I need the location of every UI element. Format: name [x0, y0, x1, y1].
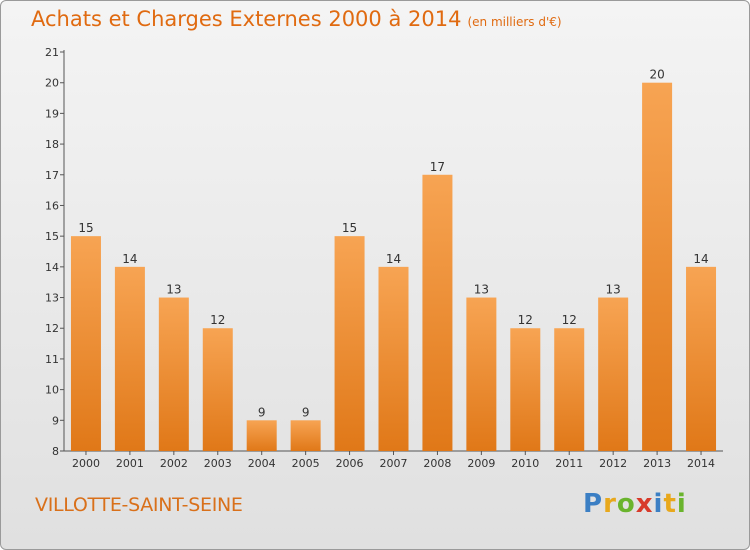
logo-letter: t [663, 489, 677, 519]
bar-value-label: 17 [430, 160, 445, 174]
bar[interactable] [246, 420, 277, 451]
bar[interactable] [70, 236, 101, 451]
bar-value-label: 9 [258, 405, 266, 419]
bar[interactable] [202, 328, 233, 451]
y-tick-label: 13 [45, 292, 59, 305]
bar-value-label: 14 [386, 252, 401, 266]
y-tick-label: 20 [45, 77, 59, 90]
bar[interactable] [642, 82, 673, 451]
bar[interactable] [114, 266, 145, 451]
bar[interactable] [554, 328, 585, 451]
logo-letter: i [676, 489, 687, 519]
x-tick-label: 2008 [423, 457, 451, 470]
bar-value-label: 13 [166, 283, 181, 297]
chart-bars [70, 82, 717, 451]
bar-value-label: 20 [649, 68, 664, 82]
bar[interactable] [466, 297, 497, 451]
chart-subtitle: (en milliers d'€) [467, 15, 562, 29]
logo-letter: x [635, 489, 654, 519]
bar-value-label: 12 [210, 313, 225, 327]
y-tick-label: 11 [45, 353, 59, 366]
y-tick-label: 12 [45, 322, 59, 335]
y-tick-label: 17 [45, 169, 59, 182]
bar[interactable] [378, 266, 409, 451]
y-tick-label: 19 [45, 107, 59, 120]
x-tick-label: 2000 [72, 457, 100, 470]
bar-value-label: 15 [342, 221, 357, 235]
bar-value-label: 12 [562, 313, 577, 327]
chart-data-labels: 15 14 13 12 9 9 15 14 17 13 12 12 13 20 14 [78, 68, 708, 420]
bar[interactable] [334, 236, 365, 451]
bar-value-label: 9 [302, 405, 310, 419]
logo-letter: P [583, 489, 604, 519]
y-tick-label: 16 [45, 199, 59, 212]
x-tick-label: 2006 [336, 457, 364, 470]
bar[interactable] [422, 174, 453, 451]
x-tick-label: 2001 [116, 457, 144, 470]
bar[interactable] [686, 266, 717, 451]
bar[interactable] [290, 420, 321, 451]
bar-value-label: 14 [693, 252, 708, 266]
bar[interactable] [598, 297, 629, 451]
x-tick-label: 2011 [555, 457, 583, 470]
chart-title-text: Achats et Charges Externes 2000 à 2014 [31, 7, 462, 31]
y-tick-label: 14 [45, 261, 59, 274]
x-tick-label: 2014 [687, 457, 715, 470]
logo-letter: o [616, 489, 636, 519]
logo-letter: i [653, 489, 664, 519]
chart-title: Achats et Charges Externes 2000 à 2014 (e… [31, 7, 562, 31]
x-tick-label: 2009 [467, 457, 495, 470]
y-tick-label: 15 [45, 230, 59, 243]
x-tick-label: 2010 [511, 457, 539, 470]
logo-letter: r [603, 489, 617, 519]
bar-value-label: 13 [474, 283, 489, 297]
x-tick-label: 2013 [643, 457, 671, 470]
y-tick-label: 21 [45, 46, 59, 59]
x-tick-label: 2012 [599, 457, 627, 470]
y-tick-label: 9 [52, 414, 59, 427]
x-tick-label: 2005 [292, 457, 320, 470]
y-tick-label: 18 [45, 138, 59, 151]
bar-value-label: 15 [78, 221, 93, 235]
bar[interactable] [158, 297, 189, 451]
x-tick-label: 2002 [160, 457, 188, 470]
x-tick-label: 2004 [248, 457, 276, 470]
x-tick-label: 2007 [380, 457, 408, 470]
y-tick-label: 8 [52, 445, 59, 458]
chart-axes: 8 9 10 11 12 13 14 15 16 17 18 19 20 21 2000 2001 2002 20… [45, 46, 723, 470]
y-tick-label: 10 [45, 384, 59, 397]
bar-value-label: 14 [122, 252, 137, 266]
bar-value-label: 13 [606, 283, 621, 297]
proxiti-logo[interactable]: Proxiti [583, 489, 687, 519]
bar-value-label: 12 [518, 313, 533, 327]
commune-name: VILLOTTE-SAINT-SEINE [35, 494, 243, 516]
x-tick-label: 2003 [204, 457, 232, 470]
bar[interactable] [510, 328, 541, 451]
